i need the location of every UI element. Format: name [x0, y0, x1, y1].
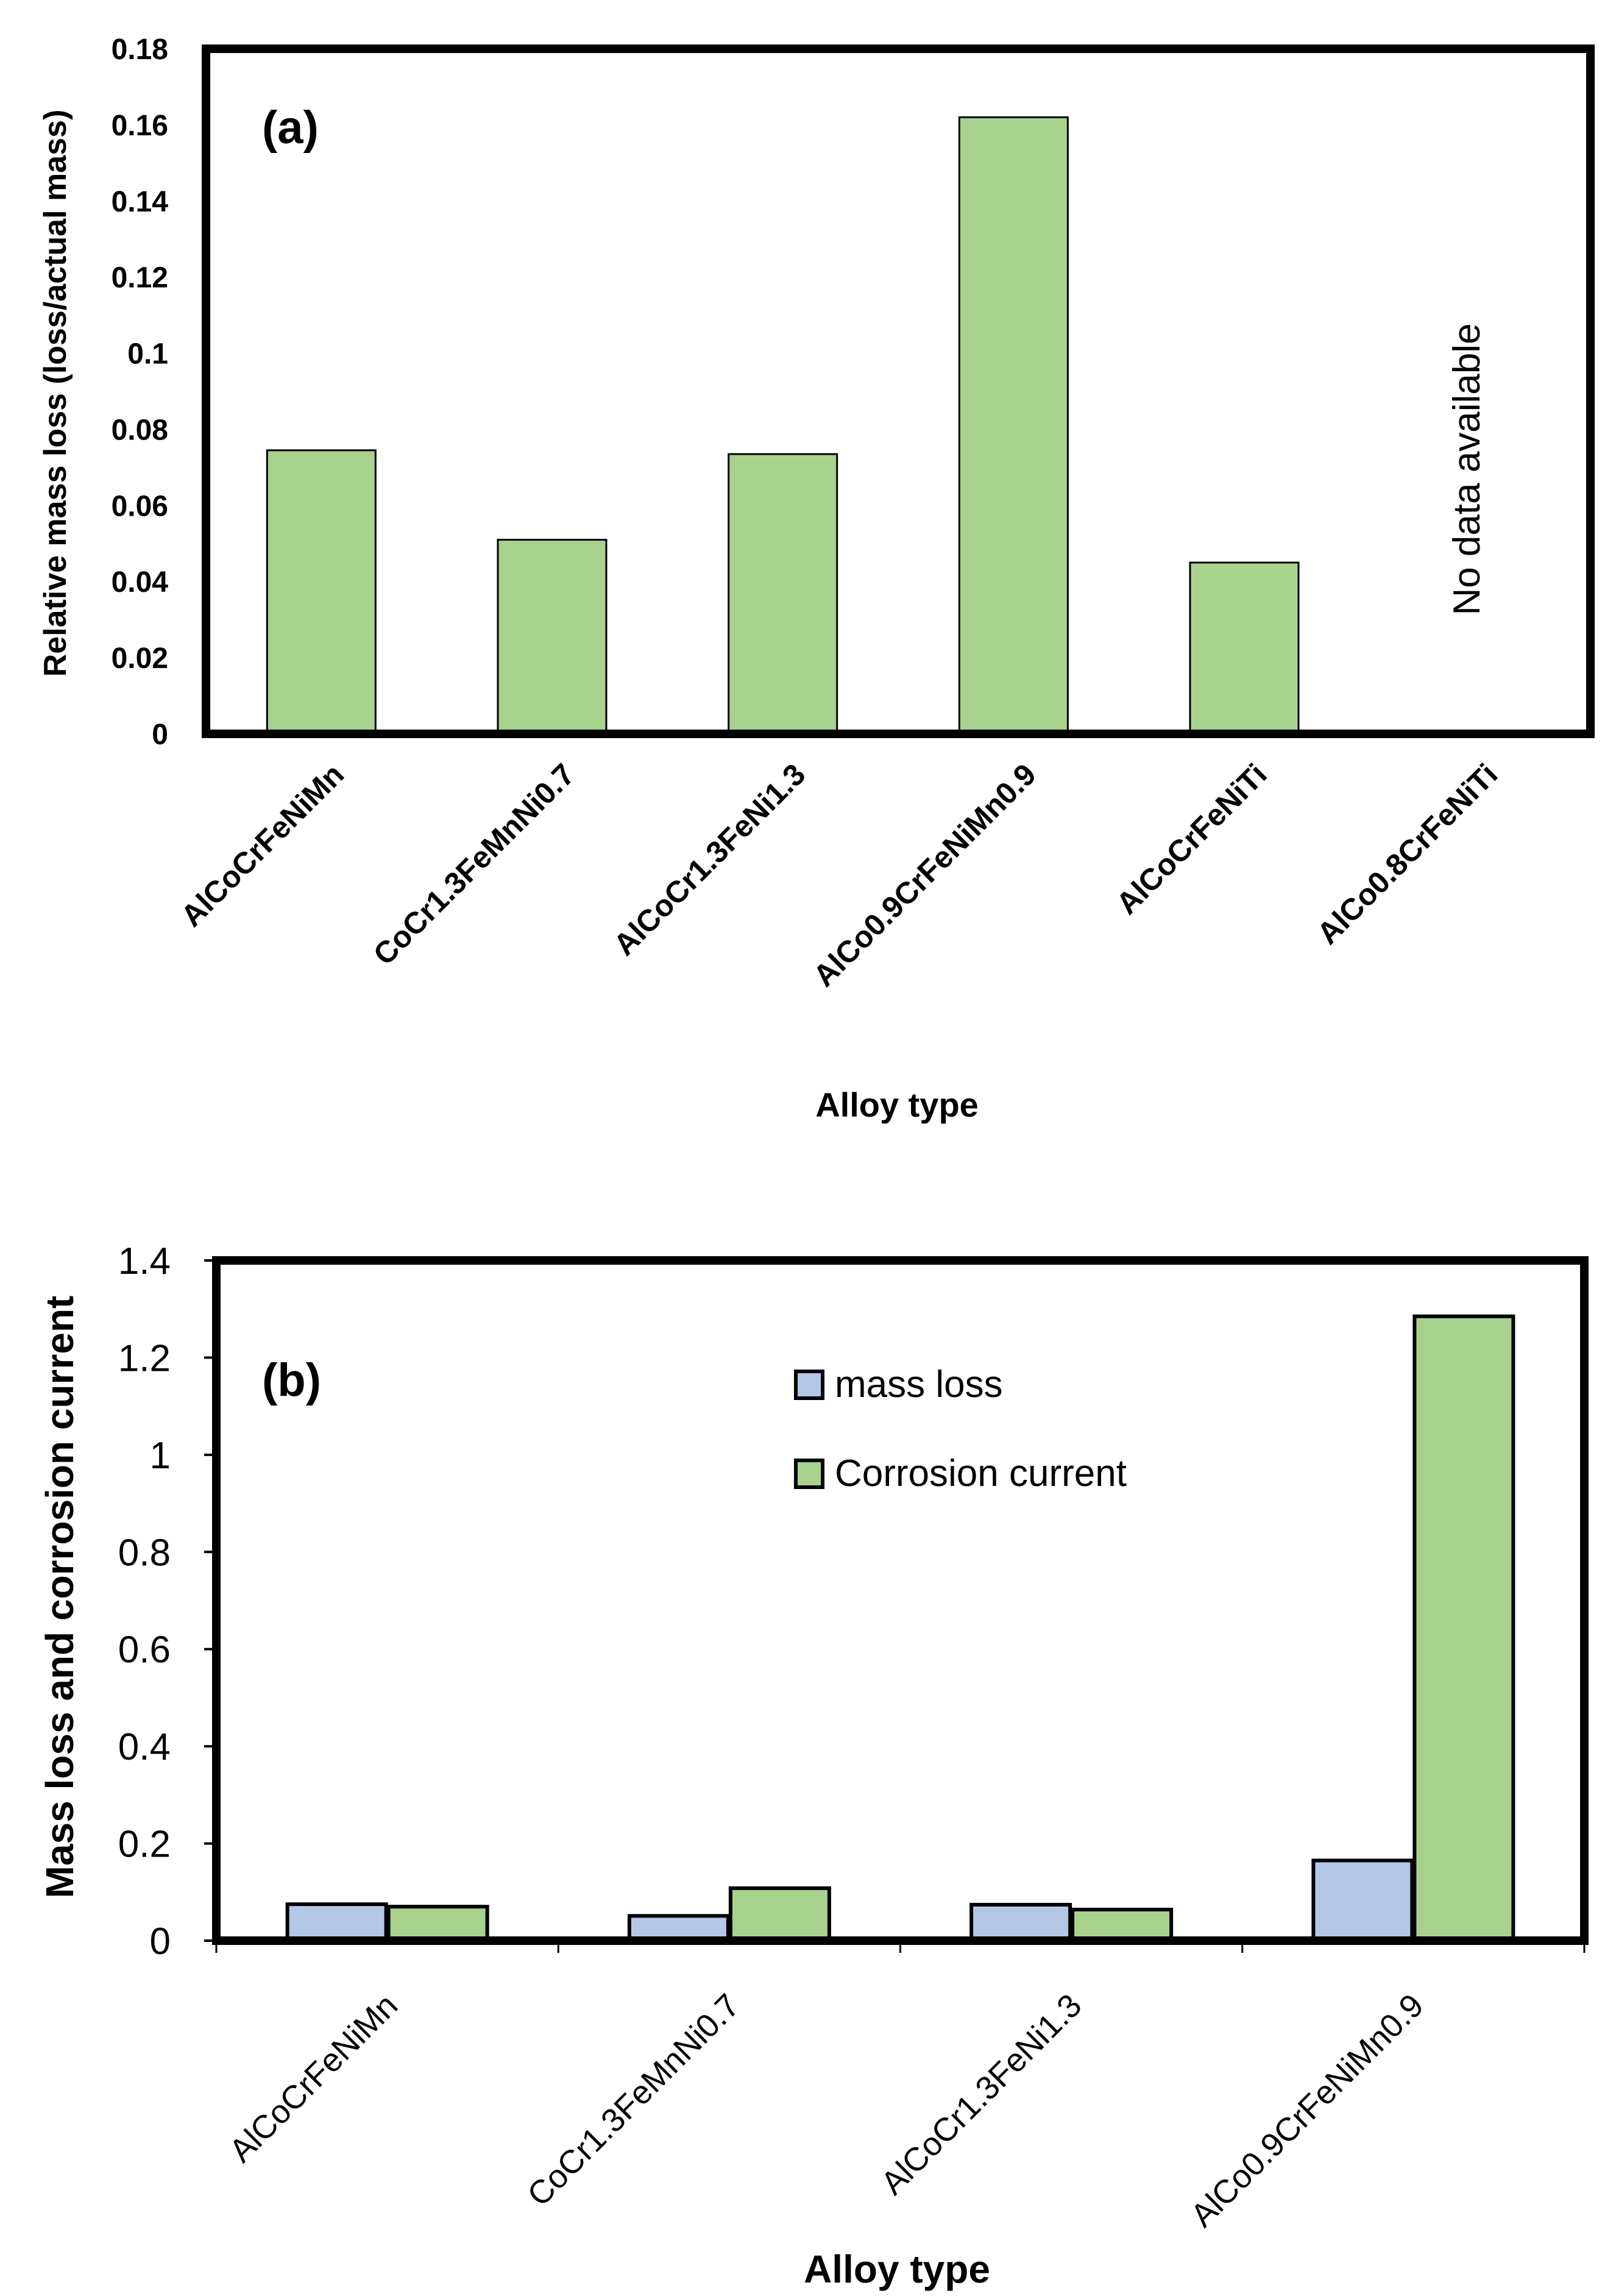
- a-y-tick-label: 0.14: [112, 186, 169, 218]
- b-x-axis-label: Alloy type: [804, 2247, 990, 2291]
- a-x-tick-label: AlCo0.9CrFeNiMn0.9: [807, 757, 1043, 993]
- a-y-tick-label: 0.04: [112, 566, 169, 599]
- b-x-tick-label: CoCr1.3FeMnNi0.7: [520, 1987, 746, 2213]
- b-bar-mass-loss: [285, 1902, 388, 1943]
- a-y-tick-label: 0.12: [112, 262, 168, 294]
- a-bar: [497, 539, 608, 735]
- b-bar-corrosion-current: [1071, 1907, 1174, 1943]
- b-y-tick-label: 0.4: [118, 1726, 171, 1768]
- a-bar: [958, 116, 1069, 735]
- a-y-axis: 0 0.02 0.04 0.06 0.08 0.1 0.12 0.14 0.16 0.18: [112, 34, 169, 751]
- a-x-tick-label: AlCoCrFeNiMn: [174, 757, 350, 933]
- b-bar-mass-loss: [969, 1903, 1072, 1943]
- b-y-axis: 0 0.2 0.4 0.6 0.8 1 1.2 1.4: [118, 1240, 216, 1963]
- a-y-tick-label: 0.1: [127, 338, 168, 371]
- a-y-tick-label: 0.18: [112, 34, 168, 66]
- b-x-tick-marks: [215, 1941, 1586, 1953]
- b-y-tick-label: 0: [150, 1921, 171, 1963]
- b-x-tick-label: AlCoCrFeNiMn: [222, 1987, 405, 2169]
- b-y-tick-label: 1: [150, 1435, 171, 1477]
- a-x-axis-label: Alloy type: [815, 1086, 979, 1124]
- b-y-tick-label: 1.4: [118, 1240, 171, 1282]
- b-y-tick-label: 0.8: [118, 1532, 171, 1574]
- b-legend-label: Corrosion current: [835, 1452, 1127, 1495]
- b-panel-label: (b): [262, 1354, 321, 1406]
- b-legend: mass loss Corrosion current: [794, 1363, 1127, 1495]
- a-bar: [266, 449, 377, 735]
- b-y-tick-label: 0.6: [118, 1629, 171, 1671]
- b-y-tick-label: 0.2: [118, 1824, 171, 1866]
- b-legend-swatch: [794, 1459, 824, 1489]
- b-legend-label: mass loss: [835, 1363, 1003, 1406]
- a-bar: [728, 453, 838, 735]
- b-bar-corrosion-current: [728, 1886, 831, 1943]
- b-y-axis-label: Mass loss and corrosion current: [38, 1296, 82, 1899]
- b-bar-corrosion-current: [1412, 1314, 1515, 1942]
- a-x-tick-label: CoCr1.3FeMnNi0.7: [367, 757, 581, 972]
- a-x-tick-label: AlCoCrFeNiTi: [1110, 757, 1274, 921]
- a-x-tick-labels: AlCoCrFeNiMn CoCr1.3FeMnNi0.7 AlCoCr1.3FeN…: [174, 757, 1504, 993]
- chart-a: 0 0.02 0.04 0.06 0.08 0.1 0.12 0.14 0.16 0.18 (a)…: [38, 34, 1595, 1124]
- a-y-tick-label: 0.16: [112, 110, 168, 142]
- a-y-tick-label: 0.08: [112, 414, 168, 446]
- b-legend-swatch: [794, 1370, 824, 1400]
- a-bars: [266, 116, 1300, 735]
- b-y-tick-label: 1.2: [118, 1337, 171, 1379]
- a-x-tick-label: AlCoCr1.3FeNi1.3: [607, 757, 812, 962]
- b-bars: [285, 1314, 1515, 1943]
- chart-b: 0 0.2 0.4 0.6 0.8 1 1.2 1.4 (b) mass loss Corros…: [38, 1240, 1589, 2291]
- a-bar: [1189, 561, 1300, 735]
- b-x-tick-labels: AlCoCrFeNiMn CoCr1.3FeMnNi0.7 AlCoCr1.3FeN…: [222, 1987, 1431, 2234]
- a-y-tick-label: 0.06: [112, 490, 168, 522]
- a-x-tick-label: AlCo0.8CrFeNiTi: [1311, 757, 1504, 951]
- b-x-tick-label: AlCo0.9CrFeNiMn0.9: [1184, 1987, 1431, 2234]
- a-plot-frame: [202, 44, 1595, 738]
- a-panel-label: (a): [262, 102, 319, 154]
- b-x-tick-label: AlCoCr1.3FeNi1.3: [874, 1987, 1088, 2202]
- b-plot-frame: [212, 1256, 1589, 1945]
- a-y-axis-label: Relative mass loss (loss/actual mass): [38, 110, 73, 677]
- a-no-data-annotation: No data available: [1446, 323, 1488, 615]
- a-y-tick-label: 0.02: [112, 642, 168, 675]
- b-bar-corrosion-current: [386, 1905, 489, 1942]
- a-y-tick-label: 0: [152, 719, 168, 751]
- b-bar-mass-loss: [1311, 1858, 1414, 1942]
